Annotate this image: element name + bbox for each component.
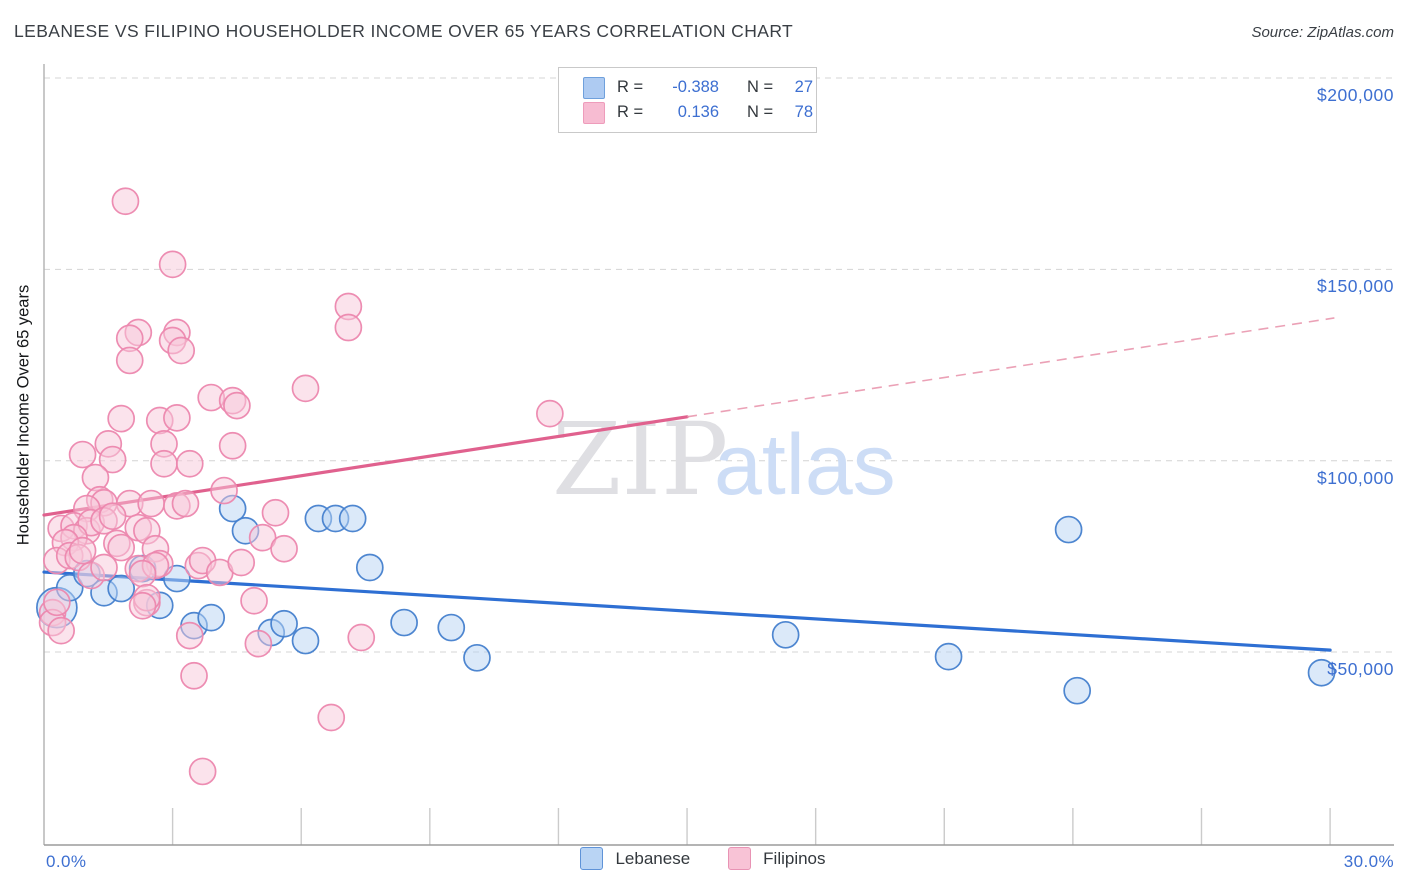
n-value-filipinos: 78 — [794, 103, 813, 121]
scatter-point-filipinos — [47, 616, 75, 645]
series-legend: Lebanese Filipinos — [0, 847, 1406, 870]
lebanese-swatch-icon — [583, 76, 605, 99]
y-axis-label: $100,000 — [1317, 467, 1394, 488]
scatter-point-lebanese — [771, 620, 800, 649]
scatter-point-lebanese — [291, 626, 320, 655]
scatter-point-filipinos — [347, 623, 376, 652]
legend-item-lebanese: Lebanese — [580, 847, 690, 870]
scatter-point-lebanese — [355, 553, 384, 582]
scatter-point-filipinos — [90, 553, 118, 582]
trend-line-lebanese — [42, 570, 1332, 652]
page-title: LEBANESE VS FILIPINO HOUSEHOLDER INCOME … — [14, 21, 794, 41]
y-axis-label: $200,000 — [1317, 85, 1394, 105]
y-axis-label: $150,000 — [1317, 276, 1394, 297]
scatter-point-filipinos — [218, 431, 247, 460]
scatter-point-filipinos — [175, 449, 204, 478]
scatter-point-filipinos — [111, 187, 140, 216]
scatter-point-filipinos — [167, 336, 196, 365]
legend-label-filipinos: Filipinos — [763, 848, 826, 868]
r-value-lebanese: -0.388 — [672, 78, 719, 96]
scatter-point-lebanese — [1307, 658, 1336, 687]
scatter-point-filipinos — [171, 489, 200, 518]
legend-row-lebanese: R = -0.388 N = 27 — [583, 75, 816, 100]
scatter-point-filipinos — [107, 533, 136, 562]
scatter-point-filipinos — [43, 588, 71, 617]
watermark-atlas: atlas — [714, 417, 896, 513]
scatter-point-filipinos — [137, 489, 166, 518]
scatter-point-filipinos — [240, 586, 268, 615]
scatter-point-lebanese — [197, 603, 226, 632]
scatter-point-filipinos — [261, 498, 290, 527]
scatter-point-lebanese — [463, 643, 491, 672]
r-label: R = — [617, 103, 644, 121]
legend-item-filipinos: Filipinos — [728, 847, 826, 870]
n-value-lebanese: 27 — [794, 78, 813, 96]
x-axis-label-min: 0.0% — [46, 852, 87, 871]
scatter-point-filipinos — [175, 621, 204, 650]
source-credit: Source: ZipAtlas.com — [1251, 24, 1394, 41]
n-label: N = — [747, 103, 774, 121]
scatter-point-filipinos — [223, 391, 251, 420]
scatter-point-filipinos — [244, 629, 273, 658]
scatter-point-filipinos — [158, 250, 187, 279]
filipinos-swatch-icon — [583, 101, 605, 124]
y-axis-title: Householder Income Over 65 years — [14, 284, 33, 546]
scatter-point-filipinos — [150, 449, 178, 478]
scatter-point-filipinos — [180, 661, 208, 690]
scatter-point-filipinos — [128, 591, 157, 620]
scatter-point-lebanese — [1063, 676, 1092, 705]
scatter-point-filipinos — [107, 404, 136, 433]
scatter-point-filipinos — [210, 476, 238, 505]
x-axis-ticks — [171, 808, 1331, 845]
correlation-legend-box: R = -0.388 N = 27 R = 0.136 N = 78 — [558, 67, 817, 133]
y-axis-label: $50,000 — [1327, 659, 1394, 680]
filipinos-swatch-icon — [728, 847, 752, 870]
scatter-point-filipinos — [188, 757, 217, 786]
scatter-point-filipinos — [291, 374, 320, 403]
scatter-point-lebanese — [437, 613, 466, 642]
scatter-point-lebanese — [390, 608, 418, 637]
scatter-point-lebanese — [338, 504, 367, 533]
lebanese-swatch-icon — [580, 847, 604, 870]
watermark-zip: ZIP — [552, 401, 728, 518]
x-axis-label-max: 30.0% — [1343, 852, 1394, 871]
scatter-point-lebanese — [107, 574, 136, 603]
scatter-point-filipinos — [536, 399, 564, 428]
scatter-point-filipinos — [248, 523, 277, 552]
n-label: N = — [747, 78, 774, 96]
scatter-point-filipinos — [128, 559, 157, 588]
scatter-point-filipinos — [115, 346, 144, 375]
legend-row-filipinos: R = 0.136 N = 78 — [583, 100, 816, 125]
trend-line-dashed-filipinos — [686, 317, 1335, 418]
scatter-point-filipinos — [317, 703, 346, 732]
watermark: ZIP atlas — [552, 401, 896, 518]
scatter-point-lebanese — [270, 609, 298, 638]
scatter-point-filipinos — [334, 313, 363, 342]
scatter-point-lebanese — [1054, 515, 1083, 544]
scatter-point-filipinos — [270, 534, 298, 563]
scatter-point-filipinos — [68, 536, 97, 565]
scatter-point-filipinos — [163, 403, 191, 432]
scatter-point-filipinos — [68, 440, 97, 469]
r-value-filipinos: 0.136 — [677, 103, 719, 121]
r-label: R = — [617, 78, 644, 96]
scatter-point-filipinos — [98, 445, 127, 474]
scatter-point-lebanese — [934, 642, 963, 671]
legend-label-lebanese: Lebanese — [615, 848, 691, 868]
scatter-point-filipinos — [98, 502, 127, 531]
scatter-points — [36, 187, 1336, 786]
scatter-point-filipinos — [227, 548, 256, 577]
